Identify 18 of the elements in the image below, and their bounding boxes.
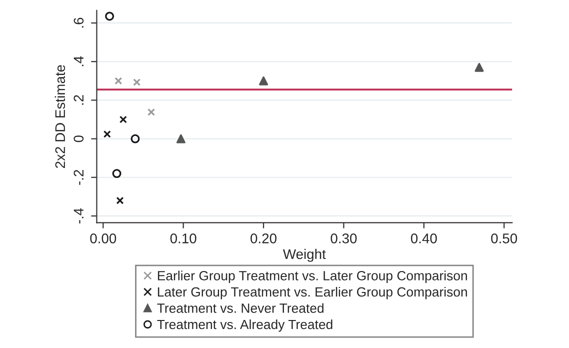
legend-label: Later Group Treatment vs. Earlier Group Comparison — [158, 286, 467, 300]
y-tick-label: -.2 — [74, 170, 84, 185]
x-tick-label: 0.10 — [170, 234, 196, 244]
y-tick-label: -.4 — [74, 208, 84, 224]
x-tick-label: 0.50 — [491, 234, 518, 244]
y-tick-label: .6 — [74, 18, 84, 28]
y-tick-label: .2 — [74, 95, 84, 105]
legend-label: Treatment vs. Never Treated — [157, 303, 324, 313]
x-tick-label: 0.40 — [410, 234, 437, 244]
legend-label: Treatment vs. Already Treated — [157, 319, 332, 332]
x-tick-label: 0.30 — [330, 234, 357, 244]
x-axis-title: Weight — [282, 248, 326, 262]
x-tick-label: 0.00 — [90, 234, 116, 244]
legend-label: Earlier Group Treatment vs. Later Group Comparison — [158, 270, 467, 283]
y-tick-label: .4 — [74, 56, 84, 66]
y-tick-label: 0 — [74, 135, 84, 142]
y-axis-title: 2x2 DD Estimate — [54, 65, 66, 168]
x-tick-label: 0.20 — [250, 234, 276, 244]
